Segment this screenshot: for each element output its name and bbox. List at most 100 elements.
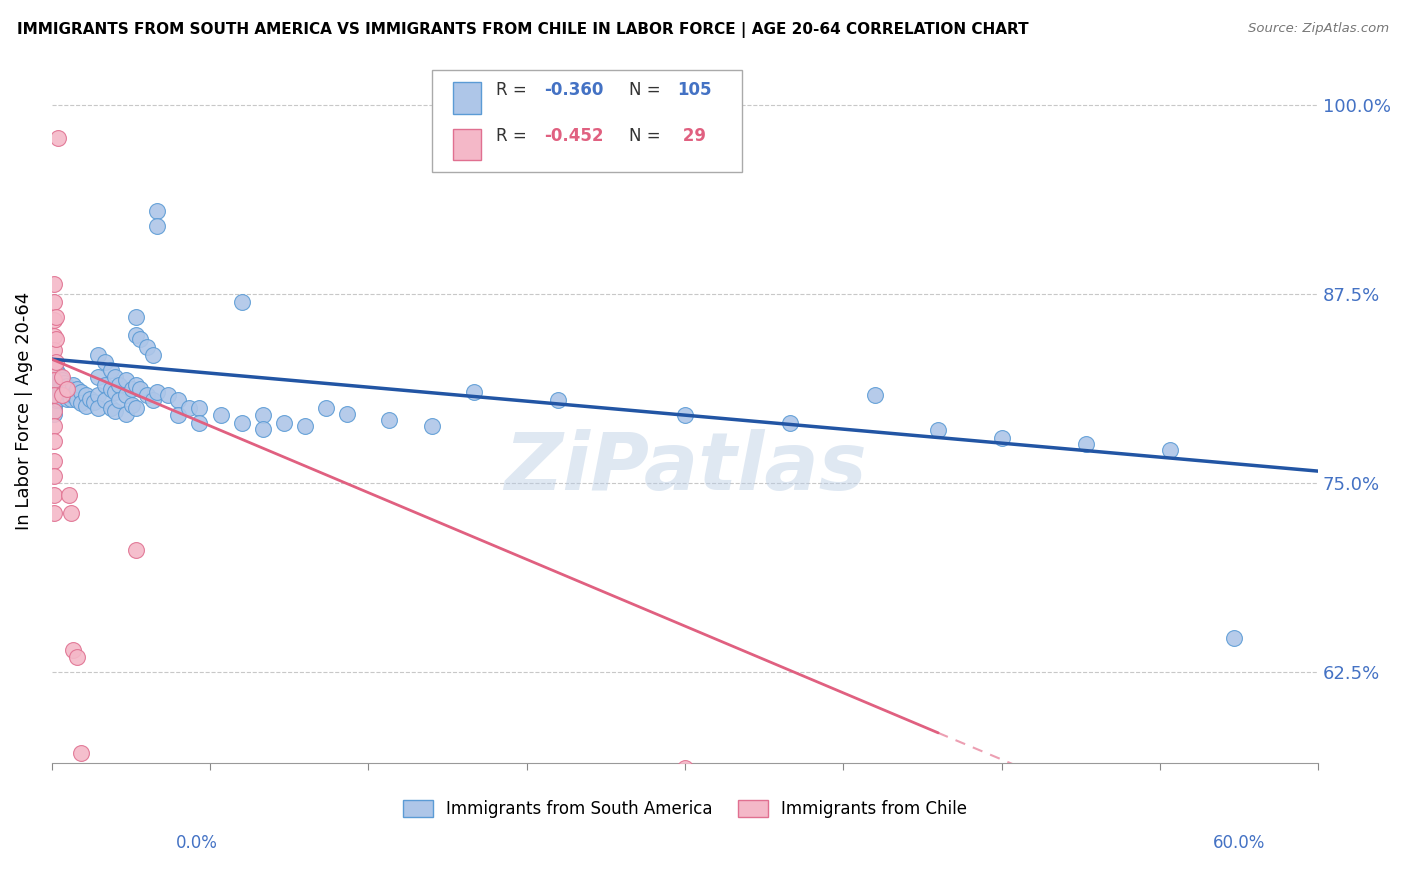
- Point: [42, 402, 65, 417]
- Point: [59, 507, 82, 521]
- Point: [673, 761, 696, 775]
- Point: [62, 377, 84, 392]
- Y-axis label: In Labor Force | Age 20-64: In Labor Force | Age 20-64: [15, 293, 32, 531]
- Text: -0.452: -0.452: [544, 128, 603, 145]
- Point: [46, 131, 69, 145]
- Point: [70, 385, 93, 400]
- Point: [108, 392, 131, 407]
- Point: [70, 746, 93, 760]
- Point: [75, 388, 97, 402]
- Point: [42, 388, 65, 402]
- Point: [45, 310, 67, 324]
- Point: [42, 434, 65, 448]
- Point: [42, 488, 65, 502]
- Point: [55, 392, 77, 406]
- Point: [46, 372, 69, 386]
- Point: [420, 418, 443, 433]
- Point: [93, 392, 115, 407]
- FancyBboxPatch shape: [432, 70, 742, 172]
- Point: [114, 388, 136, 402]
- Point: [42, 453, 65, 467]
- Text: ZiPatlas: ZiPatlas: [503, 429, 866, 507]
- Point: [42, 418, 65, 433]
- Text: 105: 105: [678, 81, 711, 99]
- Point: [51, 388, 73, 402]
- Point: [87, 370, 110, 384]
- Point: [188, 416, 211, 430]
- Point: [87, 388, 110, 402]
- Point: [42, 507, 65, 521]
- Text: Source: ZipAtlas.com: Source: ZipAtlas.com: [1249, 22, 1389, 36]
- Point: [125, 310, 148, 324]
- Point: [42, 358, 65, 372]
- Point: [135, 340, 157, 354]
- FancyBboxPatch shape: [453, 82, 481, 114]
- Point: [45, 379, 67, 393]
- Point: [463, 385, 485, 400]
- Point: [142, 348, 165, 362]
- Text: N =: N =: [630, 81, 661, 99]
- Point: [87, 401, 110, 415]
- Point: [104, 370, 127, 384]
- Point: [66, 392, 89, 407]
- Point: [66, 650, 89, 665]
- Point: [156, 388, 179, 402]
- Point: [55, 385, 77, 400]
- Point: [104, 403, 127, 417]
- Point: [53, 388, 76, 402]
- Point: [104, 385, 127, 400]
- Point: [93, 377, 115, 392]
- Point: [42, 370, 65, 384]
- Point: [167, 392, 190, 407]
- Point: [53, 376, 76, 391]
- Point: [177, 401, 200, 415]
- Point: [49, 385, 72, 400]
- Legend: Immigrants from South America, Immigrants from Chile: Immigrants from South America, Immigrant…: [396, 794, 974, 825]
- Point: [114, 407, 136, 421]
- Point: [209, 408, 232, 422]
- FancyBboxPatch shape: [453, 128, 481, 161]
- Point: [45, 384, 67, 398]
- Text: R =: R =: [496, 81, 533, 99]
- Point: [863, 388, 886, 402]
- Point: [547, 392, 569, 407]
- Point: [55, 383, 77, 397]
- Point: [42, 358, 65, 372]
- Point: [927, 423, 949, 437]
- Point: [673, 408, 696, 422]
- Point: [58, 488, 80, 502]
- Point: [46, 377, 69, 392]
- Point: [70, 396, 93, 410]
- Point: [42, 277, 65, 291]
- Point: [93, 355, 115, 369]
- Text: N =: N =: [630, 128, 661, 145]
- Point: [990, 431, 1012, 445]
- Point: [42, 375, 65, 389]
- Point: [42, 313, 65, 327]
- Point: [100, 401, 122, 415]
- Point: [45, 333, 67, 347]
- Point: [125, 377, 148, 392]
- Point: [51, 373, 73, 387]
- Point: [125, 401, 148, 415]
- Point: [58, 388, 80, 402]
- Point: [129, 333, 152, 347]
- Point: [42, 388, 65, 402]
- Point: [114, 373, 136, 387]
- Point: [273, 416, 295, 430]
- Point: [121, 383, 143, 397]
- Point: [125, 542, 148, 557]
- Point: [146, 203, 169, 218]
- Point: [188, 401, 211, 415]
- Text: 0.0%: 0.0%: [176, 834, 218, 852]
- Point: [87, 348, 110, 362]
- Point: [42, 343, 65, 357]
- Point: [51, 379, 73, 393]
- Point: [45, 355, 67, 369]
- Text: IMMIGRANTS FROM SOUTH AMERICA VS IMMIGRANTS FROM CHILE IN LABOR FORCE | AGE 20-6: IMMIGRANTS FROM SOUTH AMERICA VS IMMIGRA…: [17, 22, 1029, 38]
- Point: [294, 418, 316, 433]
- Point: [46, 383, 69, 397]
- Point: [129, 383, 152, 397]
- Point: [42, 294, 65, 309]
- Point: [59, 385, 82, 400]
